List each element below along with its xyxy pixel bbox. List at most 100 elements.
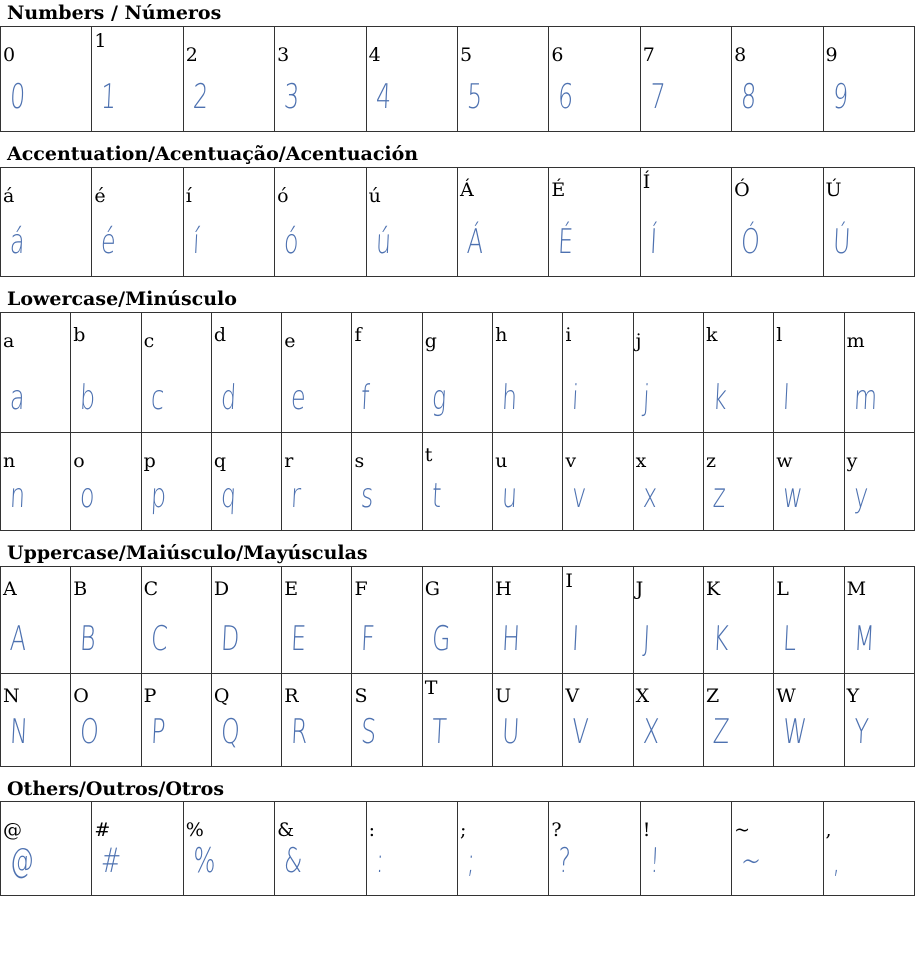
character-label: : xyxy=(368,819,375,841)
character-label: P xyxy=(143,685,157,707)
handwritten-sample: l xyxy=(782,378,791,418)
character-label: # xyxy=(94,819,111,841)
handwritten-sample: m xyxy=(852,378,878,418)
character-table: @ @ # #%% & &::;;??!! ~ ~,, xyxy=(0,801,916,896)
character-label: B xyxy=(73,578,88,600)
handwritten-sample: ~ xyxy=(740,841,763,881)
handwritten-sample: T xyxy=(430,712,448,752)
character-label: n xyxy=(3,450,16,472)
handwritten-sample: 9 xyxy=(831,77,849,117)
handwritten-sample: G xyxy=(430,619,452,659)
handwritten-sample: h xyxy=(501,378,519,418)
handwritten-sample: X xyxy=(641,712,660,752)
handwritten-sample: q xyxy=(219,476,237,516)
character-label: @ xyxy=(3,819,22,841)
handwritten-sample: K xyxy=(711,619,730,659)
handwritten-sample: Y xyxy=(852,712,870,752)
handwritten-sample: y xyxy=(852,476,869,516)
handwritten-sample: Z xyxy=(711,712,731,752)
handwritten-sample: w xyxy=(782,476,804,516)
handwritten-sample: f xyxy=(360,378,371,418)
handwritten-sample: 0 xyxy=(9,77,27,117)
character-label: k xyxy=(705,324,718,346)
character-label: C xyxy=(143,578,159,600)
handwritten-sample: g xyxy=(430,378,448,418)
handwritten-sample: H xyxy=(501,619,521,659)
character-label: 9 xyxy=(825,44,838,66)
character-label: a xyxy=(3,330,15,352)
character-label: g xyxy=(424,330,437,352)
handwritten-sample: É xyxy=(557,222,575,262)
handwritten-sample: W xyxy=(782,712,808,752)
character-cell: & & xyxy=(274,801,367,896)
handwritten-sample: 2 xyxy=(191,77,209,117)
handwritten-sample: r xyxy=(290,476,302,516)
character-label: U xyxy=(495,685,512,707)
section-title: Others/Outros/Otros xyxy=(7,778,225,800)
handwritten-sample: A xyxy=(9,619,28,659)
handwritten-sample: Á xyxy=(465,222,485,262)
handwritten-sample: 3 xyxy=(283,77,301,117)
character-label: % xyxy=(185,819,204,841)
character-label: x xyxy=(635,450,647,472)
character-label: d xyxy=(213,324,227,346)
character-label: q xyxy=(213,450,227,472)
handwritten-sample: O xyxy=(79,712,100,752)
character-label: 3 xyxy=(277,44,290,66)
handwritten-sample: U xyxy=(501,712,521,752)
character-label: W xyxy=(776,685,796,707)
handwritten-sample: I xyxy=(571,619,581,659)
handwritten-sample: N xyxy=(9,712,29,752)
character-label: ó xyxy=(277,185,289,207)
character-label: s xyxy=(354,450,365,472)
table-row: @ @ # #%% & &::;;??!! ~ ~,, xyxy=(0,801,916,896)
character-label: I xyxy=(565,570,573,592)
handwritten-sample: é xyxy=(100,222,117,262)
handwritten-sample: P xyxy=(149,712,166,752)
character-label: m xyxy=(846,330,865,352)
handwritten-sample: ? xyxy=(557,841,572,881)
character-cell: # # xyxy=(91,801,184,896)
handwritten-sample: D xyxy=(219,619,241,659)
handwritten-sample: á xyxy=(9,222,26,262)
handwritten-sample: 6 xyxy=(557,77,575,117)
handwritten-sample: t xyxy=(430,476,443,516)
character-label: 0 xyxy=(3,44,16,66)
character-cell: ?? xyxy=(548,801,641,896)
handwritten-sample: k xyxy=(711,378,728,418)
character-label: l xyxy=(776,324,783,346)
character-label: É xyxy=(551,179,566,201)
character-label: F xyxy=(354,578,368,600)
character-label: Í xyxy=(642,171,651,193)
handwritten-sample: b xyxy=(79,378,97,418)
character-label: r xyxy=(284,450,294,472)
character-label: K xyxy=(705,578,721,600)
character-label: i xyxy=(565,324,572,346)
